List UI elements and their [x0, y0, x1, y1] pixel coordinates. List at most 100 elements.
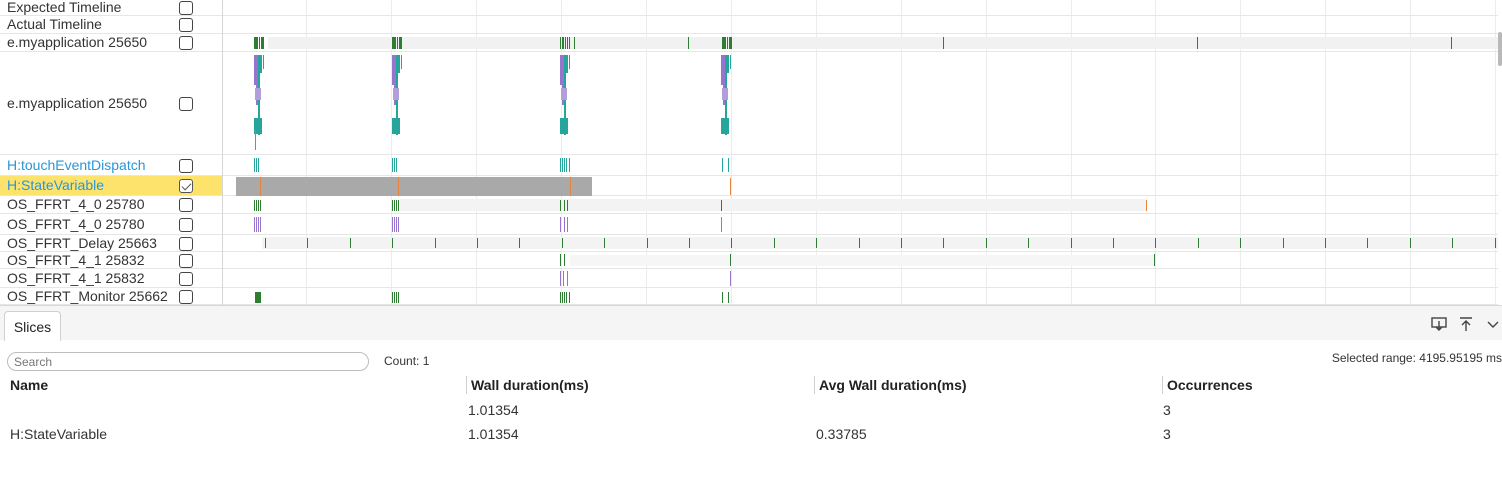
slice-mark[interactable] [859, 238, 860, 248]
slice-mark[interactable] [731, 37, 732, 49]
slice-mark[interactable] [255, 37, 256, 49]
slice-mark[interactable] [398, 177, 399, 196]
chevron-down-icon[interactable] [1484, 315, 1502, 333]
slice-mark[interactable] [901, 238, 902, 248]
slice-mark[interactable] [730, 254, 731, 266]
stack-slice[interactable] [561, 88, 567, 100]
stack-slice[interactable] [398, 55, 400, 73]
slice-mark[interactable] [256, 158, 257, 172]
slice-mark[interactable] [721, 200, 722, 211]
track-row[interactable]: e.myapplication 25650 [0, 52, 1498, 155]
stack-slice[interactable] [721, 55, 723, 85]
slice-mark[interactable] [560, 37, 561, 49]
slice-mark[interactable] [560, 254, 561, 266]
slice-mark[interactable] [567, 271, 568, 286]
tab-slices[interactable]: Slices [4, 311, 61, 341]
slice-mark[interactable] [435, 238, 436, 248]
slice-mark[interactable] [254, 37, 255, 49]
slice-mark[interactable] [569, 292, 570, 303]
slice-mark[interactable] [569, 158, 570, 172]
slice-mark[interactable] [261, 37, 262, 49]
slice-mark[interactable] [567, 37, 568, 49]
stack-slice[interactable] [263, 55, 264, 69]
slice-mark[interactable] [400, 37, 401, 49]
slice-mark[interactable] [564, 254, 565, 266]
slice-mark[interactable] [392, 292, 393, 303]
column-header-avg-wall-duration[interactable]: Avg Wall duration(ms) [819, 377, 967, 393]
slice-mark[interactable] [569, 37, 570, 49]
track-row[interactable]: Expected Timeline [0, 0, 1498, 16]
stack-slice[interactable] [392, 118, 400, 134]
slice-mark[interactable] [604, 238, 605, 248]
slice-mark[interactable] [393, 37, 394, 49]
slice-mark[interactable] [394, 292, 395, 303]
slice-mark[interactable] [255, 292, 261, 303]
slice-mark[interactable] [398, 200, 399, 211]
slice-mark[interactable] [350, 238, 351, 248]
stack-slice[interactable] [393, 88, 399, 100]
slice-mark[interactable] [397, 37, 398, 49]
slice-mark[interactable] [730, 271, 731, 286]
column-divider[interactable] [466, 376, 467, 394]
slice-mark[interactable] [731, 238, 732, 248]
stack-slice[interactable] [727, 55, 729, 73]
track-row[interactable]: OS_FFRT_Monitor 25662 [0, 288, 1498, 305]
track-row[interactable]: OS_FFRT_4_1 25832 [0, 269, 1498, 288]
slice-mark[interactable] [560, 217, 561, 232]
slice-mark[interactable] [566, 158, 567, 172]
slice-mark[interactable] [722, 292, 723, 303]
slice-mark[interactable] [394, 37, 395, 49]
slice-mark[interactable] [721, 217, 722, 232]
slice-mark[interactable] [1410, 238, 1411, 248]
slice-mark[interactable] [566, 292, 567, 303]
slice-mark[interactable] [398, 292, 399, 303]
slice-mark[interactable] [722, 158, 723, 172]
slice-mark[interactable] [477, 238, 478, 248]
slice-mark[interactable] [392, 158, 393, 172]
track-row[interactable]: H:StateVariable [0, 176, 1498, 196]
stack-slice[interactable] [255, 88, 261, 100]
slice-mark[interactable] [562, 158, 563, 172]
slice-mark[interactable] [398, 217, 399, 232]
slice-mark[interactable] [729, 37, 730, 49]
slice-mark[interactable] [688, 37, 689, 49]
slice-mark[interactable] [562, 292, 563, 303]
track-row[interactable]: Actual Timeline [0, 16, 1498, 34]
slice-mark[interactable] [727, 37, 728, 49]
slice-mark[interactable] [560, 271, 561, 286]
slice-mark[interactable] [723, 37, 724, 49]
slice-mark[interactable] [730, 37, 731, 49]
column-divider[interactable] [814, 376, 815, 394]
slice-mark[interactable] [392, 238, 393, 248]
slice-mark[interactable] [1452, 238, 1453, 248]
slice-mark[interactable] [564, 292, 565, 303]
slice-mark[interactable] [1451, 37, 1452, 49]
track-band[interactable] [400, 199, 1146, 211]
slice-mark[interactable] [395, 37, 396, 49]
stack-slice[interactable] [566, 55, 568, 73]
slice-mark[interactable] [399, 37, 400, 49]
slice-mark[interactable] [943, 37, 944, 49]
slice-mark[interactable] [392, 217, 393, 232]
slice-mark[interactable] [1071, 238, 1072, 248]
slice-mark[interactable] [816, 238, 817, 248]
stack-slice[interactable] [255, 130, 256, 150]
slice-mark[interactable] [574, 37, 575, 49]
search-input[interactable] [7, 352, 369, 371]
stack-slice[interactable] [560, 118, 568, 134]
slice-mark[interactable] [392, 37, 393, 49]
column-header-name[interactable]: Name [10, 377, 49, 393]
slice-mark[interactable] [256, 200, 257, 211]
stack-slice[interactable] [562, 55, 564, 105]
slice-mark[interactable] [396, 200, 397, 211]
vertical-scrollbar[interactable] [1498, 32, 1502, 66]
row-checkbox[interactable] [179, 218, 193, 232]
stack-slice[interactable] [569, 55, 570, 69]
slice-mark[interactable] [262, 37, 263, 49]
stack-slice[interactable] [723, 55, 725, 105]
slice-mark[interactable] [256, 37, 257, 49]
slice-mark[interactable] [258, 200, 259, 211]
slice-mark[interactable] [570, 177, 571, 196]
slice-mark[interactable] [562, 238, 563, 248]
slice-mark[interactable] [560, 292, 561, 303]
